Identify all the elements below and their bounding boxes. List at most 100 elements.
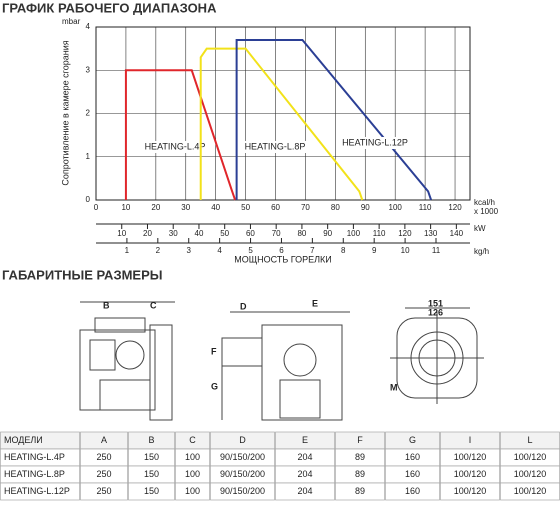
table-header: I xyxy=(469,435,472,445)
table-value: 90/150/200 xyxy=(220,486,265,496)
drawing-front xyxy=(221,311,350,421)
table-cell xyxy=(440,482,500,501)
table-value: HEATING-L.12P xyxy=(4,486,70,496)
x2-tick-label: 50 xyxy=(220,229,229,238)
dim-label: F xyxy=(211,346,217,356)
x-tick-label: 30 xyxy=(181,203,190,212)
dim-label: G xyxy=(211,381,218,391)
table-header: МОДЕЛИ xyxy=(4,435,43,445)
table-value: 204 xyxy=(297,469,312,479)
dim-label: M xyxy=(390,382,398,392)
table-value: 204 xyxy=(297,452,312,462)
table-value: 250 xyxy=(96,452,111,462)
x-tick-label: 0 xyxy=(94,203,99,212)
table-value: 90/150/200 xyxy=(220,469,265,479)
table-header: D xyxy=(239,435,246,445)
x2-tick-label: 40 xyxy=(195,229,204,238)
y-tick-label: 1 xyxy=(86,152,91,161)
x-tick-label: 40 xyxy=(211,203,220,212)
table-value: 100/120 xyxy=(454,452,487,462)
x2-tick-label: 140 xyxy=(450,229,464,238)
series-label: HEATING-L.12P xyxy=(342,137,408,147)
series-line xyxy=(235,38,433,201)
table-value: HEATING-L.4P xyxy=(4,452,65,462)
x2-unit: kW xyxy=(474,224,486,233)
x3-tick-label: 5 xyxy=(248,246,253,255)
x3-tick-label: 10 xyxy=(401,246,410,255)
x-unit2: x 1000 xyxy=(474,207,499,216)
dims-heading: ГАБАРИТНЫЕ РАЗМЕРЫ xyxy=(2,267,163,282)
table-value: 204 xyxy=(297,486,312,496)
x-tick-label: 80 xyxy=(331,203,340,212)
x2-tick-label: 90 xyxy=(323,229,332,238)
x2-tick-label: 120 xyxy=(398,229,412,238)
dim-label: 151 xyxy=(428,298,443,308)
table-value: 100 xyxy=(185,486,200,496)
label-bg xyxy=(341,137,409,149)
table-value: 160 xyxy=(405,469,420,479)
table-value: 100 xyxy=(185,469,200,479)
table-value: 100/120 xyxy=(514,452,547,462)
drawing-side xyxy=(79,301,175,421)
x2-tick-label: 110 xyxy=(373,229,386,238)
x-tick-label: 90 xyxy=(361,203,370,212)
table-value: 100 xyxy=(185,452,200,462)
x3-tick-label: 6 xyxy=(279,246,284,255)
table-value: 100/120 xyxy=(454,469,487,479)
x-tick-label: 20 xyxy=(151,203,160,212)
x3-tick-label: 1 xyxy=(125,246,130,255)
table-header: F xyxy=(357,435,363,445)
table-value: 150 xyxy=(144,486,159,496)
x-unit: kcal/h xyxy=(474,198,495,207)
table-cell xyxy=(80,482,128,501)
x-tick-label: 110 xyxy=(419,203,432,212)
x3-unit: kg/h xyxy=(474,247,489,256)
table-value: 250 xyxy=(96,469,111,479)
x-tick-label: 10 xyxy=(121,203,130,212)
x3-tick-label: 2 xyxy=(156,246,161,255)
table-header: C xyxy=(189,435,196,445)
table-header: L xyxy=(527,435,532,445)
table-cell xyxy=(210,482,275,501)
table-cell xyxy=(335,482,385,501)
series-line xyxy=(199,47,364,201)
table-cell xyxy=(175,482,210,501)
y-tick-label: 4 xyxy=(86,22,91,31)
dim-label: D xyxy=(240,301,247,311)
x-tick-label: 70 xyxy=(301,203,310,212)
x2-tick-label: 10 xyxy=(117,229,126,238)
x3-tick-label: 11 xyxy=(432,246,441,255)
table-value: 100/120 xyxy=(514,486,547,496)
x-tick-label: 50 xyxy=(241,203,250,212)
table-value: 89 xyxy=(355,469,365,479)
x-tick-label: 120 xyxy=(448,203,462,212)
x-tick-label: 60 xyxy=(271,203,280,212)
y-tick-label: 3 xyxy=(86,65,91,74)
table-header: B xyxy=(148,435,154,445)
table-value: 89 xyxy=(355,486,365,496)
x3-tick-label: 3 xyxy=(187,246,192,255)
table-cell xyxy=(275,482,335,501)
x-tick-label: 100 xyxy=(389,203,403,212)
x2-tick-label: 60 xyxy=(246,229,255,238)
table-value: HEATING-L.8P xyxy=(4,469,65,479)
table-header: A xyxy=(101,435,107,445)
table-value: 250 xyxy=(96,486,111,496)
table-value: 89 xyxy=(355,452,365,462)
y-label: Сопротивление в камере сгорания xyxy=(60,40,70,185)
y-tick-label: 2 xyxy=(86,109,91,118)
table-value: 150 xyxy=(144,452,159,462)
x2-tick-label: 100 xyxy=(347,229,361,238)
table-value: 100/120 xyxy=(454,486,487,496)
x2-tick-label: 30 xyxy=(169,229,178,238)
label-bg xyxy=(241,141,309,153)
x3-tick-label: 7 xyxy=(310,246,315,255)
x2-tick-label: 70 xyxy=(272,229,281,238)
drawing-flange xyxy=(390,307,484,404)
x2-tick-label: 80 xyxy=(297,229,306,238)
label-bg xyxy=(141,141,209,153)
x-label: МОЩНОСТЬ ГОРЕЛКИ xyxy=(234,254,332,264)
table-cell xyxy=(128,482,175,501)
series-label: HEATING-L.4P xyxy=(145,141,206,151)
table-value: 160 xyxy=(405,486,420,496)
